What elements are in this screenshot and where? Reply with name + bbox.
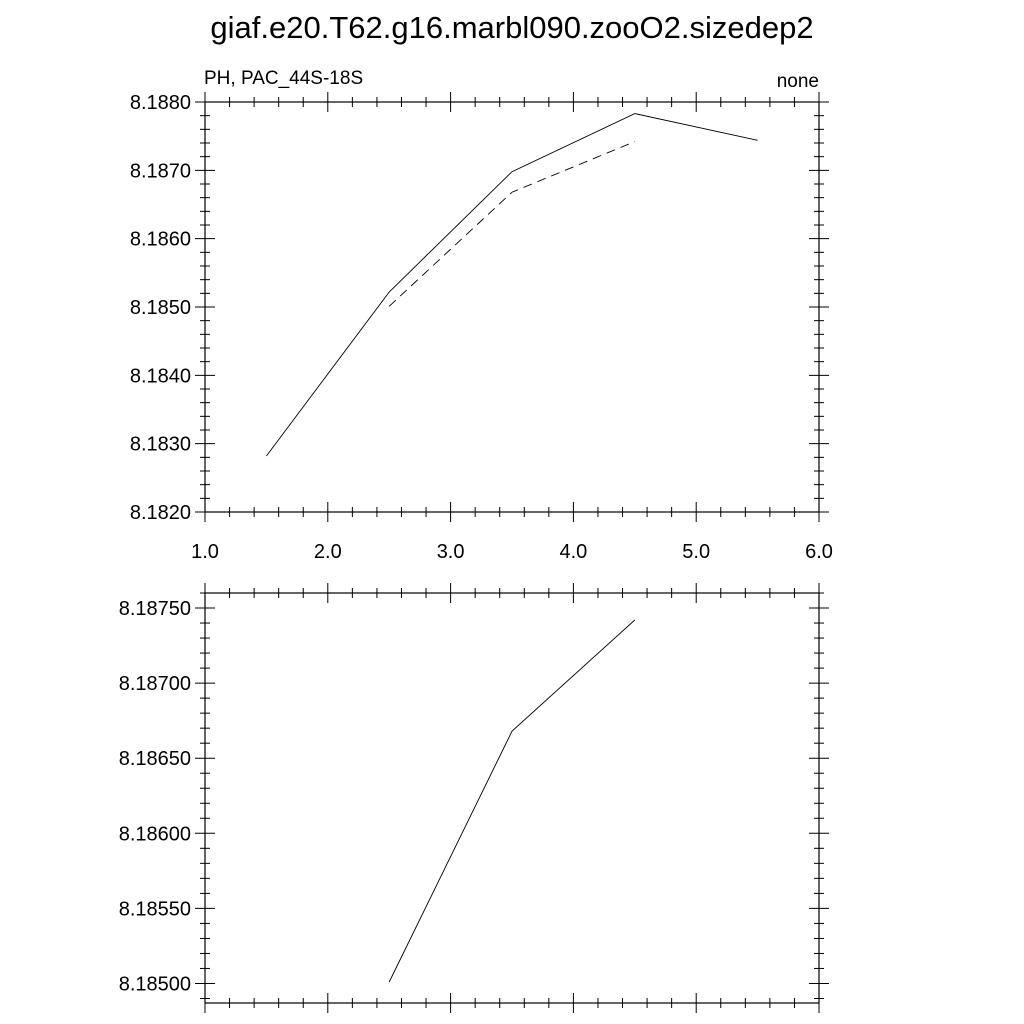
y-tick-label: 8.18750 — [119, 598, 191, 620]
upper-left-label: PH, PAC_44S-18S — [204, 68, 363, 89]
lower-panel: 8.18500 8.18550 8.18600 8.18650 8.18700 8.187… — [119, 583, 829, 1013]
lower-plot-frame — [204, 592, 820, 1004]
x-tick-label: 6.0 — [805, 541, 833, 563]
upper-series — [266, 113, 758, 457]
series-line-dashed — [388, 141, 635, 307]
y-tick-label: 8.1850 — [130, 297, 191, 319]
x-tick-label: 1.0 — [191, 541, 219, 563]
y-tick-label: 8.1880 — [130, 92, 191, 114]
x-tick-label: 2.0 — [314, 541, 342, 563]
y-tick-label: 8.18550 — [119, 898, 191, 920]
y-tick-label: 8.1870 — [130, 160, 191, 182]
series-line-solid — [266, 113, 758, 457]
y-tick-label: 8.1860 — [130, 229, 191, 251]
x-tick-label: 3.0 — [437, 541, 465, 563]
upper-plot-frame — [204, 101, 820, 513]
x-tick-label: 4.0 — [559, 541, 587, 563]
lower-tick-labels: 8.18500 8.18550 8.18600 8.18650 8.18700 8.187… — [119, 598, 191, 995]
y-tick-label: 8.18500 — [119, 973, 191, 995]
lower-ticks — [195, 583, 829, 1013]
upper-panel: PH, PAC_44S-18S none 8.18208.18308.18408… — [130, 68, 833, 563]
y-tick-label: 8.18600 — [119, 823, 191, 845]
y-tick-label: 8.18700 — [119, 673, 191, 695]
upper-right-label: none — [777, 71, 819, 92]
y-tick-label: 8.18650 — [119, 748, 191, 770]
x-tick-label: 5.0 — [682, 541, 710, 563]
series-line-solid — [388, 619, 636, 983]
figure-title: giaf.e20.T62.g16.marbl090.zooO2.sizedep2 — [210, 10, 813, 45]
upper-ticks — [195, 92, 829, 522]
upper-tick-labels: 8.1820 8.1830 8.1840 8.1850 8.1860 8.1870 8.18… — [130, 92, 833, 563]
y-tick-label: 8.1830 — [130, 434, 191, 456]
y-tick-label: 8.1820 — [130, 502, 191, 524]
lower-series — [388, 619, 636, 983]
y-tick-label: 8.1840 — [130, 365, 191, 387]
